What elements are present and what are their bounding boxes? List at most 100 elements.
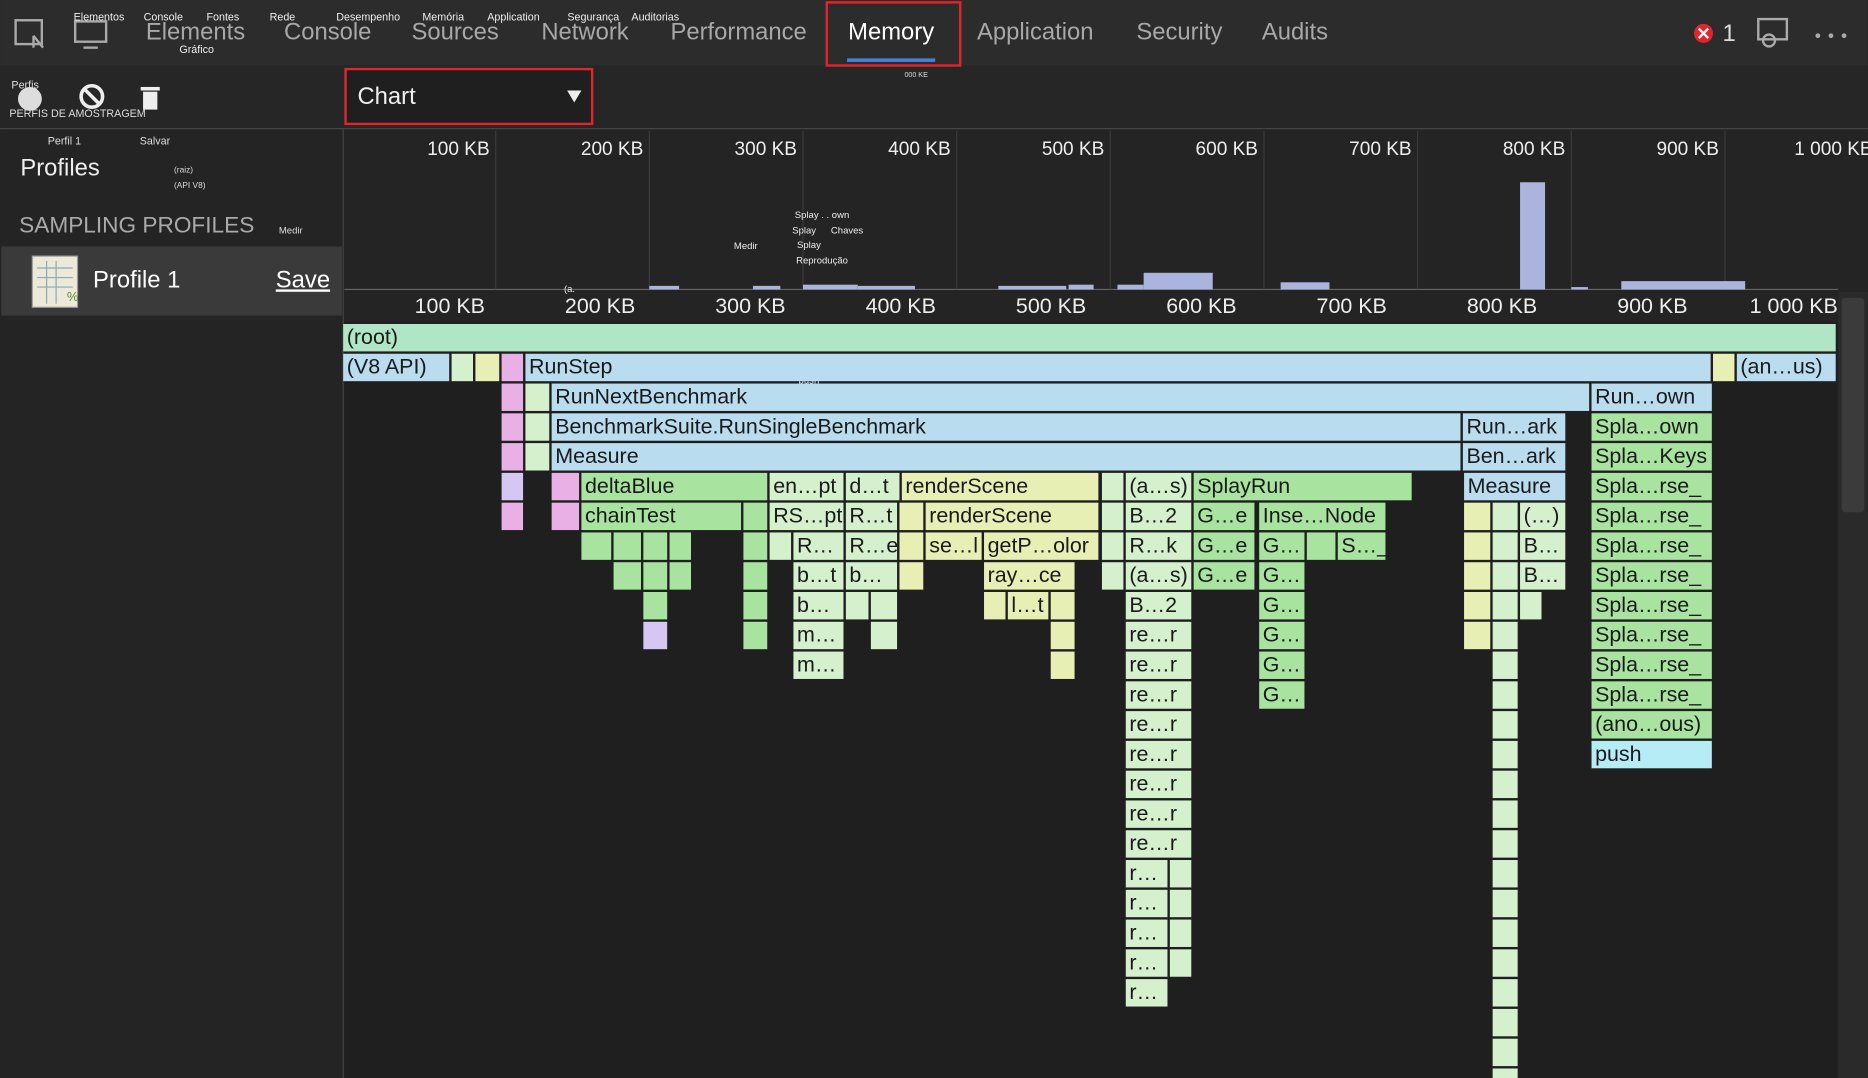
flame-block[interactable] [1259,502,1386,531]
flame-block[interactable] [1050,592,1075,620]
flame-block[interactable] [1713,353,1735,382]
flame-block[interactable] [793,562,844,590]
flame-block[interactable] [1050,621,1075,650]
flame-label[interactable]: re…r [1129,653,1177,677]
flame-block[interactable] [1007,592,1049,620]
flame-block[interactable] [769,532,792,560]
flame-label[interactable]: l…t [1011,593,1043,617]
flame-label[interactable]: Spla…rse_ [1595,533,1702,557]
flame-block[interactable] [1492,770,1518,799]
flame-block[interactable] [845,502,898,531]
flame-block[interactable] [1101,472,1124,501]
flame-block[interactable] [1259,562,1305,590]
flame-block[interactable] [1492,562,1518,590]
flame-block[interactable] [1591,651,1712,679]
flame-block[interactable] [1259,592,1305,620]
flame-block[interactable] [343,353,450,382]
flame-label[interactable]: r… [1129,891,1158,915]
flame-label[interactable]: G… [1263,563,1301,587]
flame-block[interactable] [1337,532,1386,560]
flame-label[interactable]: Spla…rse_ [1595,504,1702,528]
flame-label[interactable]: chainTest [585,504,676,528]
flame-label[interactable]: en…pt [773,474,836,498]
flame-block[interactable] [1462,443,1566,471]
flame-label[interactable]: b…t [797,563,836,587]
flame-label[interactable]: G…e [1197,533,1247,557]
flame-block[interactable] [525,443,550,471]
tab[interactable]: Network [541,19,628,46]
flame-block[interactable] [1125,711,1192,739]
flame-block[interactable] [1591,472,1712,501]
flame-block[interactable] [1193,472,1412,501]
flame-block[interactable] [1169,860,1192,888]
flame-block[interactable] [1492,502,1518,531]
flame-block[interactable] [1169,949,1192,977]
flame-block[interactable] [870,592,898,620]
inspect-icon[interactable] [14,19,44,49]
flame-label[interactable]: S…_ [1341,533,1390,557]
flame-block[interactable] [845,592,869,620]
flame-block[interactable] [1125,472,1192,501]
flame-block[interactable] [1125,592,1192,620]
flame-block[interactable] [1125,740,1192,769]
flame-block[interactable] [669,562,692,590]
flame-label[interactable]: R…e [849,533,898,557]
flame-block[interactable] [1125,860,1168,888]
flame-label[interactable]: G…e [1197,504,1247,528]
flame-label[interactable]: re…r [1129,623,1177,647]
flame-label[interactable]: Spla…rse_ [1595,474,1702,498]
flame-block[interactable] [899,502,924,531]
flame-block[interactable] [1492,949,1518,977]
flame-block[interactable] [1101,562,1124,590]
flame-block[interactable] [1464,472,1566,501]
flame-block[interactable] [501,502,524,531]
view-select[interactable] [344,67,594,126]
flame-block[interactable] [1125,681,1192,709]
flame-block[interactable] [1492,1008,1518,1037]
flame-label[interactable]: G… [1263,533,1301,557]
flame-label[interactable]: r… [1129,950,1158,974]
flame-block[interactable] [1492,860,1518,888]
flame-block[interactable] [551,443,1461,471]
tab[interactable]: Memory [848,19,934,46]
flame-label[interactable]: Spla…Keys [1595,444,1707,468]
flame-block[interactable] [743,592,768,620]
flame-block[interactable] [870,621,898,650]
flame-block[interactable] [581,502,742,531]
flame-block[interactable] [769,472,844,501]
flame-block[interactable] [1169,919,1192,947]
flame-label[interactable]: (a…s) [1129,563,1187,587]
flame-block[interactable] [1492,532,1518,560]
tab[interactable]: Console [284,19,371,46]
view-select-value[interactable]: Chart [357,83,416,110]
flame-label[interactable]: RS…pt [773,504,842,528]
flame-label[interactable]: B… [1524,533,1560,557]
flame-label[interactable]: B…2 [1129,504,1177,528]
save-link[interactable]: Save [276,266,330,293]
scroll-thumb[interactable] [1841,297,1865,513]
flame-block[interactable] [1193,562,1255,590]
flame-label[interactable]: renderScene [905,474,1028,498]
flame-label[interactable]: SplayRun [1197,474,1290,498]
flame-label[interactable]: G… [1263,682,1301,706]
flame-label[interactable]: r… [1129,921,1158,945]
flame-label[interactable]: Measure [555,444,638,468]
flame-block[interactable] [1193,532,1255,560]
flame-label[interactable]: push [1595,742,1642,766]
flame-block[interactable] [1492,830,1518,858]
flame-block[interactable] [1306,532,1336,560]
flame-block[interactable] [1492,1068,1518,1078]
flame-block[interactable] [1591,383,1712,411]
flame-block[interactable] [613,532,641,560]
flame-label[interactable]: B… [1524,563,1560,587]
flame-block[interactable] [1492,889,1518,918]
flame-block[interactable] [551,413,1461,441]
flame-label[interactable]: m… [797,623,836,647]
flame-label[interactable]: renderScene [929,504,1052,528]
flame-label[interactable]: Run…ark [1466,414,1557,438]
flame-block[interactable] [1591,532,1712,560]
flame-block[interactable] [1125,532,1192,560]
flame-label[interactable]: Spla…rse_ [1595,682,1702,706]
flame-block[interactable] [451,353,474,382]
flame-block[interactable] [1736,353,1836,382]
